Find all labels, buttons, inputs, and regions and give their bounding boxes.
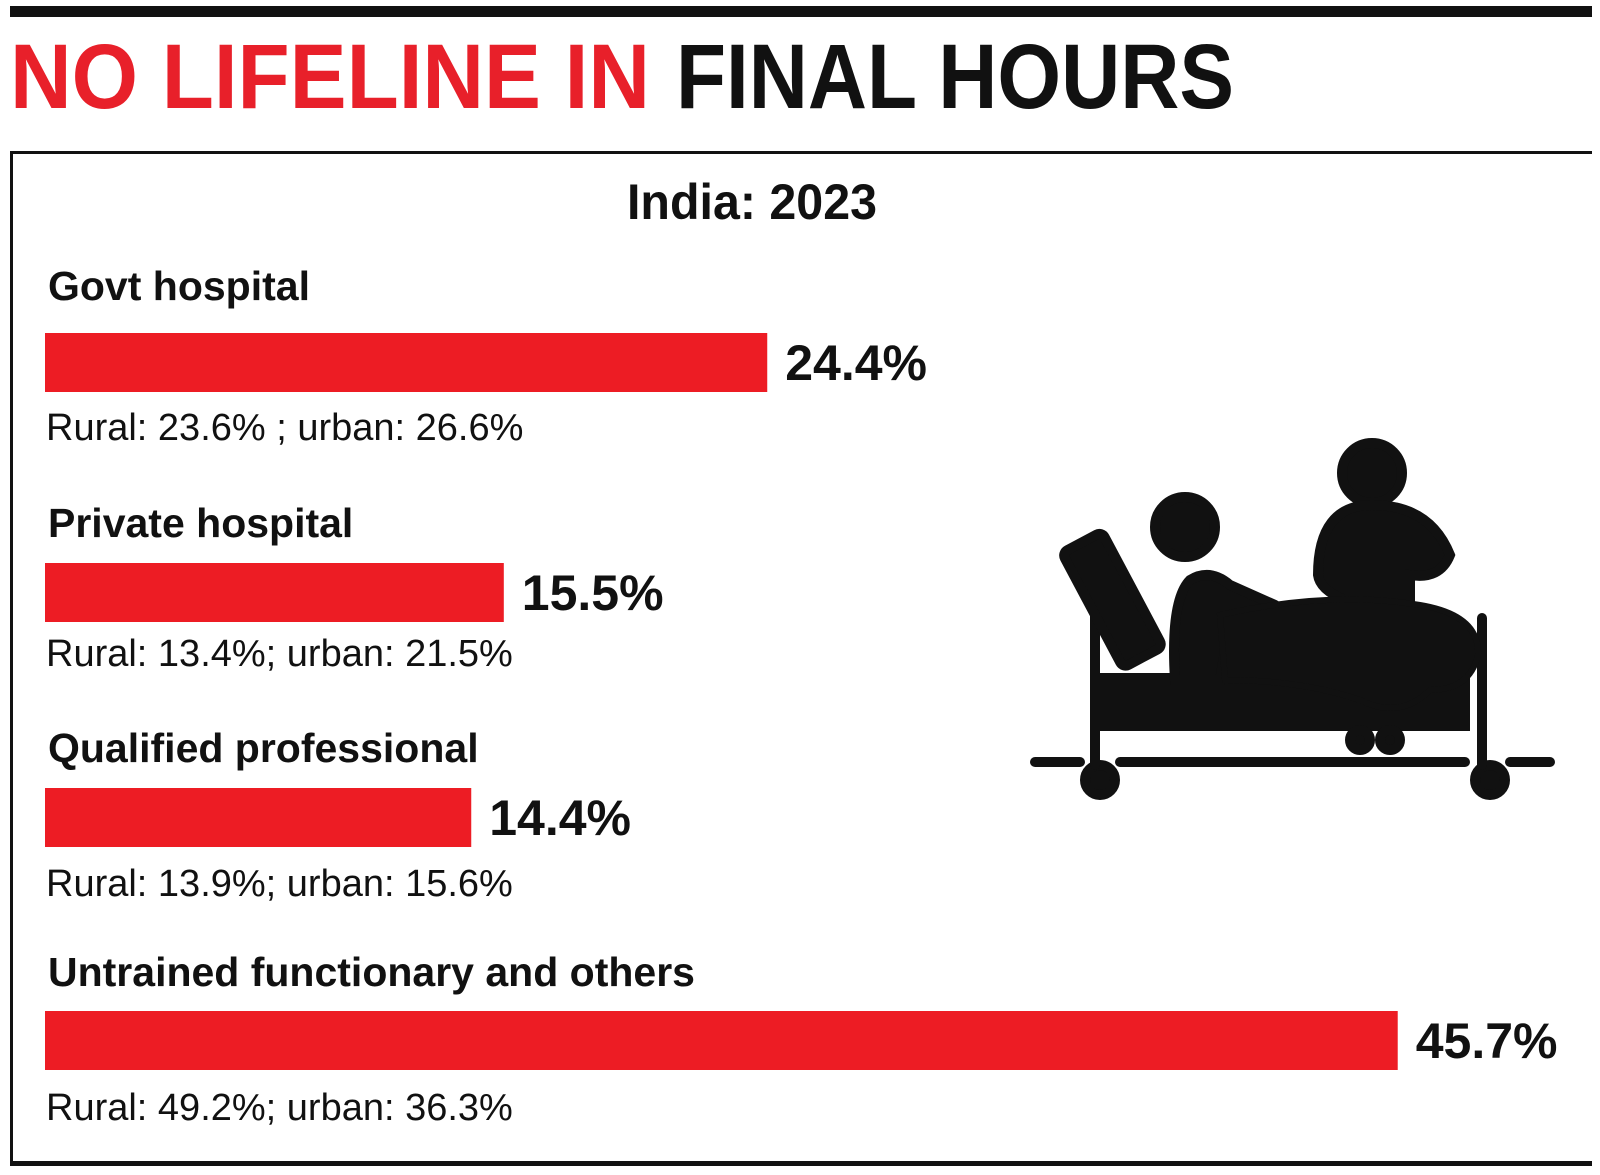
- value-label: 45.7%: [1416, 1013, 1558, 1069]
- note: Rural: 13.4%; urban: 21.5%: [46, 633, 513, 675]
- bar: [45, 788, 472, 847]
- bed-icon: [1030, 438, 1555, 800]
- subtitle: India: 2023: [627, 174, 877, 230]
- category-label: Qualified professional: [48, 725, 479, 771]
- note: Rural: 49.2%; urban: 36.3%: [46, 1087, 513, 1129]
- category-label: Untrained functionary and others: [48, 949, 695, 995]
- bar: [45, 563, 504, 622]
- category-label: Private hospital: [48, 500, 353, 546]
- chart-title: NO LIFELINE IN: [10, 26, 650, 128]
- chart-title: FINAL HOURS: [676, 26, 1234, 128]
- bar: [45, 1011, 1398, 1070]
- value-label: 14.4%: [489, 790, 631, 846]
- note: Rural: 13.9%; urban: 15.6%: [46, 863, 513, 905]
- top-rule: [10, 6, 1592, 17]
- bar: [45, 333, 768, 392]
- value-label: 15.5%: [522, 565, 664, 621]
- category-label: Govt hospital: [48, 263, 310, 309]
- frame: [10, 151, 1592, 1166]
- value-label: 24.4%: [785, 335, 927, 391]
- note: Rural: 23.6% ; urban: 26.6%: [46, 407, 523, 449]
